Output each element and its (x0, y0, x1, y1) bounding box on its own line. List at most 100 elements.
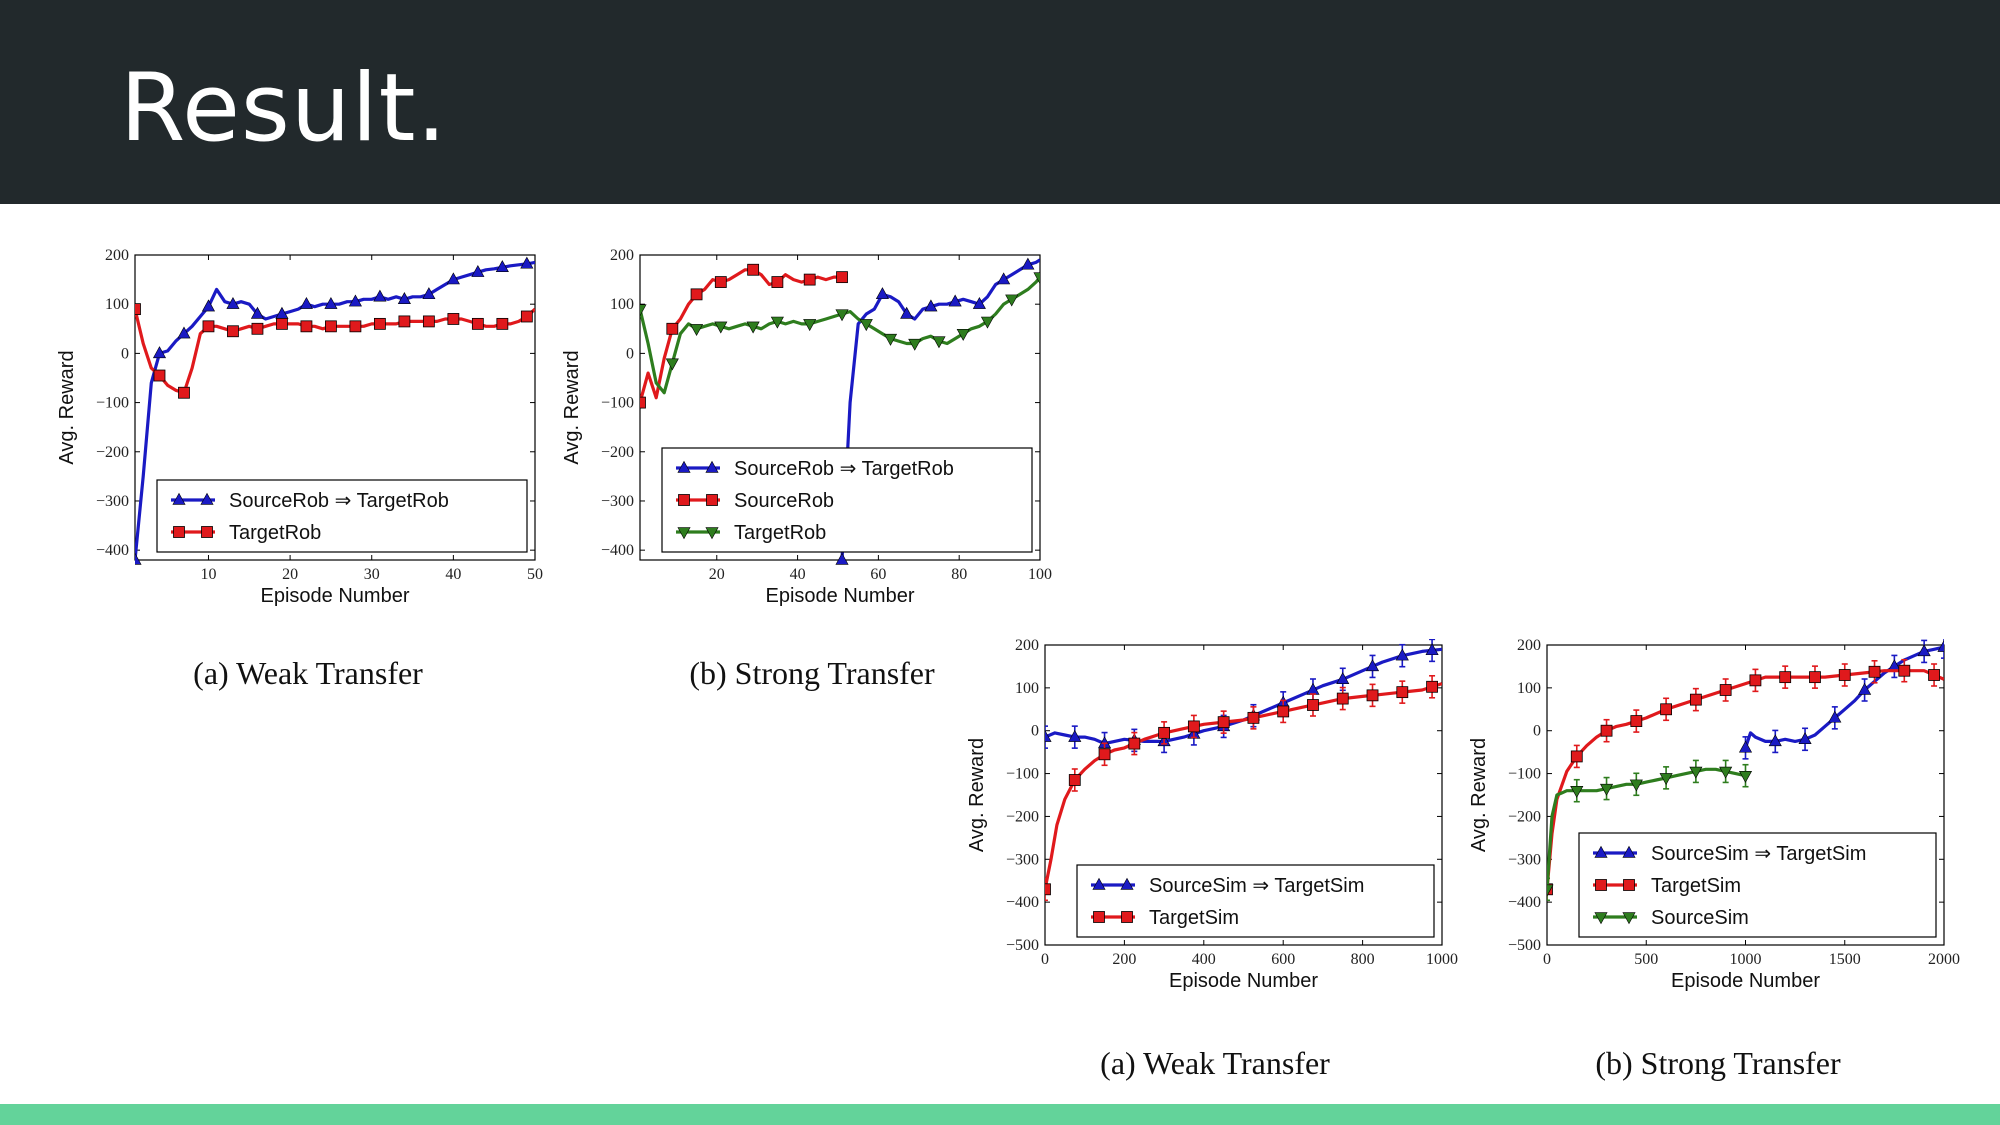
data-point (202, 320, 215, 333)
data-point (1068, 729, 1082, 742)
data-point (1858, 682, 1872, 695)
legend-marker (1121, 911, 1133, 923)
legend-marker (1595, 879, 1607, 891)
slide-title: Result. (120, 54, 448, 163)
data-point (900, 306, 914, 319)
data-point (348, 294, 362, 307)
data-point (520, 256, 534, 269)
y-tick-label: 200 (1517, 637, 1541, 654)
plot-area (135, 256, 535, 565)
data-point (276, 317, 288, 330)
x-tick-label: 600 (1271, 951, 1295, 968)
legend-box (661, 447, 1033, 553)
data-point (665, 358, 679, 371)
data-point (398, 315, 411, 328)
data-point (153, 369, 166, 382)
data-point (520, 310, 533, 323)
caption-weak-transfer-top: (a) Weak Transfer (193, 655, 423, 691)
y-tick-label: 200 (610, 247, 634, 264)
chart-svg: −500 −400 −300 −200 −100 0 100 200 0 200 400 600 800… (966, 637, 1458, 992)
data-point (1917, 644, 1931, 657)
legend-marker (678, 494, 690, 506)
x-axis-label: Episode Number (1169, 970, 1318, 992)
x-axis-label: Episode Number (766, 585, 915, 607)
legend-marker (1594, 845, 1608, 858)
data-point (397, 292, 411, 304)
data-point (932, 336, 946, 349)
data-point (835, 552, 849, 565)
data-point (349, 320, 362, 333)
data-point (1738, 740, 1753, 753)
data-point (956, 329, 970, 341)
chart-strong-transfer-rob: −400 −300 −200 −100 0 100 200 20 40 60 80 100 Episod… (545, 240, 1065, 625)
data-point (803, 273, 816, 286)
series-line-0 (1743, 645, 1944, 749)
data-point (1719, 684, 1732, 696)
legend-marker (1093, 911, 1105, 923)
data-point (1307, 699, 1319, 711)
legend: SourceSim ⇒ TargetSim TargetSim SourceSim (1578, 832, 1937, 938)
x-tick-label: 0 (1041, 951, 1049, 968)
x-tick-label: 40 (445, 566, 461, 583)
x-tick-label: 200 (1112, 951, 1136, 968)
data-point (1247, 711, 1260, 724)
legend-label-0: SourceRob ⇒ TargetRob (734, 458, 954, 480)
y-tick-label: 200 (1015, 637, 1039, 654)
x-tick-label: 50 (527, 566, 543, 583)
y-tick-label: −100 (1006, 766, 1039, 783)
caption-strong-transfer-bottom: (b) Strong Transfer (1595, 1045, 1841, 1081)
data-point (746, 321, 760, 334)
x-tick-label: 500 (1634, 951, 1658, 968)
chart-svg: −400 −300 −200 −100 0 100 200 20 40 60 80 100 Episod… (561, 247, 1052, 607)
data-point (226, 296, 240, 309)
data-point (1600, 724, 1613, 737)
data-point (836, 271, 848, 284)
data-point (883, 333, 898, 346)
data-point (666, 322, 679, 335)
data-point (1128, 737, 1141, 750)
data-point (325, 320, 337, 333)
data-point (178, 386, 190, 399)
legend-label-2: SourceSim (1651, 907, 1749, 929)
data-point (447, 313, 460, 325)
legend-marker (173, 526, 185, 538)
data-point (299, 296, 313, 309)
y-tick-label: 100 (105, 296, 129, 313)
y-tick-label: −100 (96, 395, 129, 412)
data-point (1659, 773, 1673, 786)
legend-label-2: TargetRob (734, 522, 826, 544)
legend-marker (172, 492, 186, 505)
data-point (1336, 692, 1349, 705)
data-point (135, 303, 141, 316)
x-tick-label: 100 (1028, 566, 1052, 583)
x-axis-label: Episode Number (261, 585, 410, 607)
data-point (859, 319, 873, 332)
x-tick-label: 20 (709, 566, 725, 583)
x-tick-label: 1500 (1829, 951, 1861, 968)
data-point (1828, 710, 1842, 723)
data-point (1928, 669, 1940, 681)
data-point (997, 272, 1011, 285)
data-point (1005, 294, 1019, 307)
data-point (251, 322, 264, 335)
y-tick-label: −300 (601, 493, 634, 510)
data-point (1689, 766, 1703, 779)
data-point (1425, 643, 1439, 656)
data-point (1033, 272, 1040, 285)
data-point (1068, 774, 1081, 786)
data-point (714, 276, 727, 288)
data-point (422, 315, 435, 328)
data-point (1809, 671, 1821, 684)
caption-weak-transfer-bottom: (a) Weak Transfer (1100, 1045, 1330, 1081)
y-axis-label: Avg. Reward (56, 350, 78, 464)
plot-area (1547, 639, 1944, 902)
chart-strong-transfer-sim: −500 −400 −300 −200 −100 0 100 200 0 500 1000 1500 2… (1447, 630, 1967, 1015)
legend-marker (200, 492, 214, 505)
y-tick-label: 0 (626, 345, 634, 362)
data-point (1937, 639, 1944, 652)
plot-area (640, 257, 1040, 565)
legend-label-0: SourceSim ⇒ TargetSim (1651, 843, 1866, 865)
data-point (177, 326, 191, 339)
data-point (1547, 884, 1554, 897)
data-point (495, 260, 509, 272)
